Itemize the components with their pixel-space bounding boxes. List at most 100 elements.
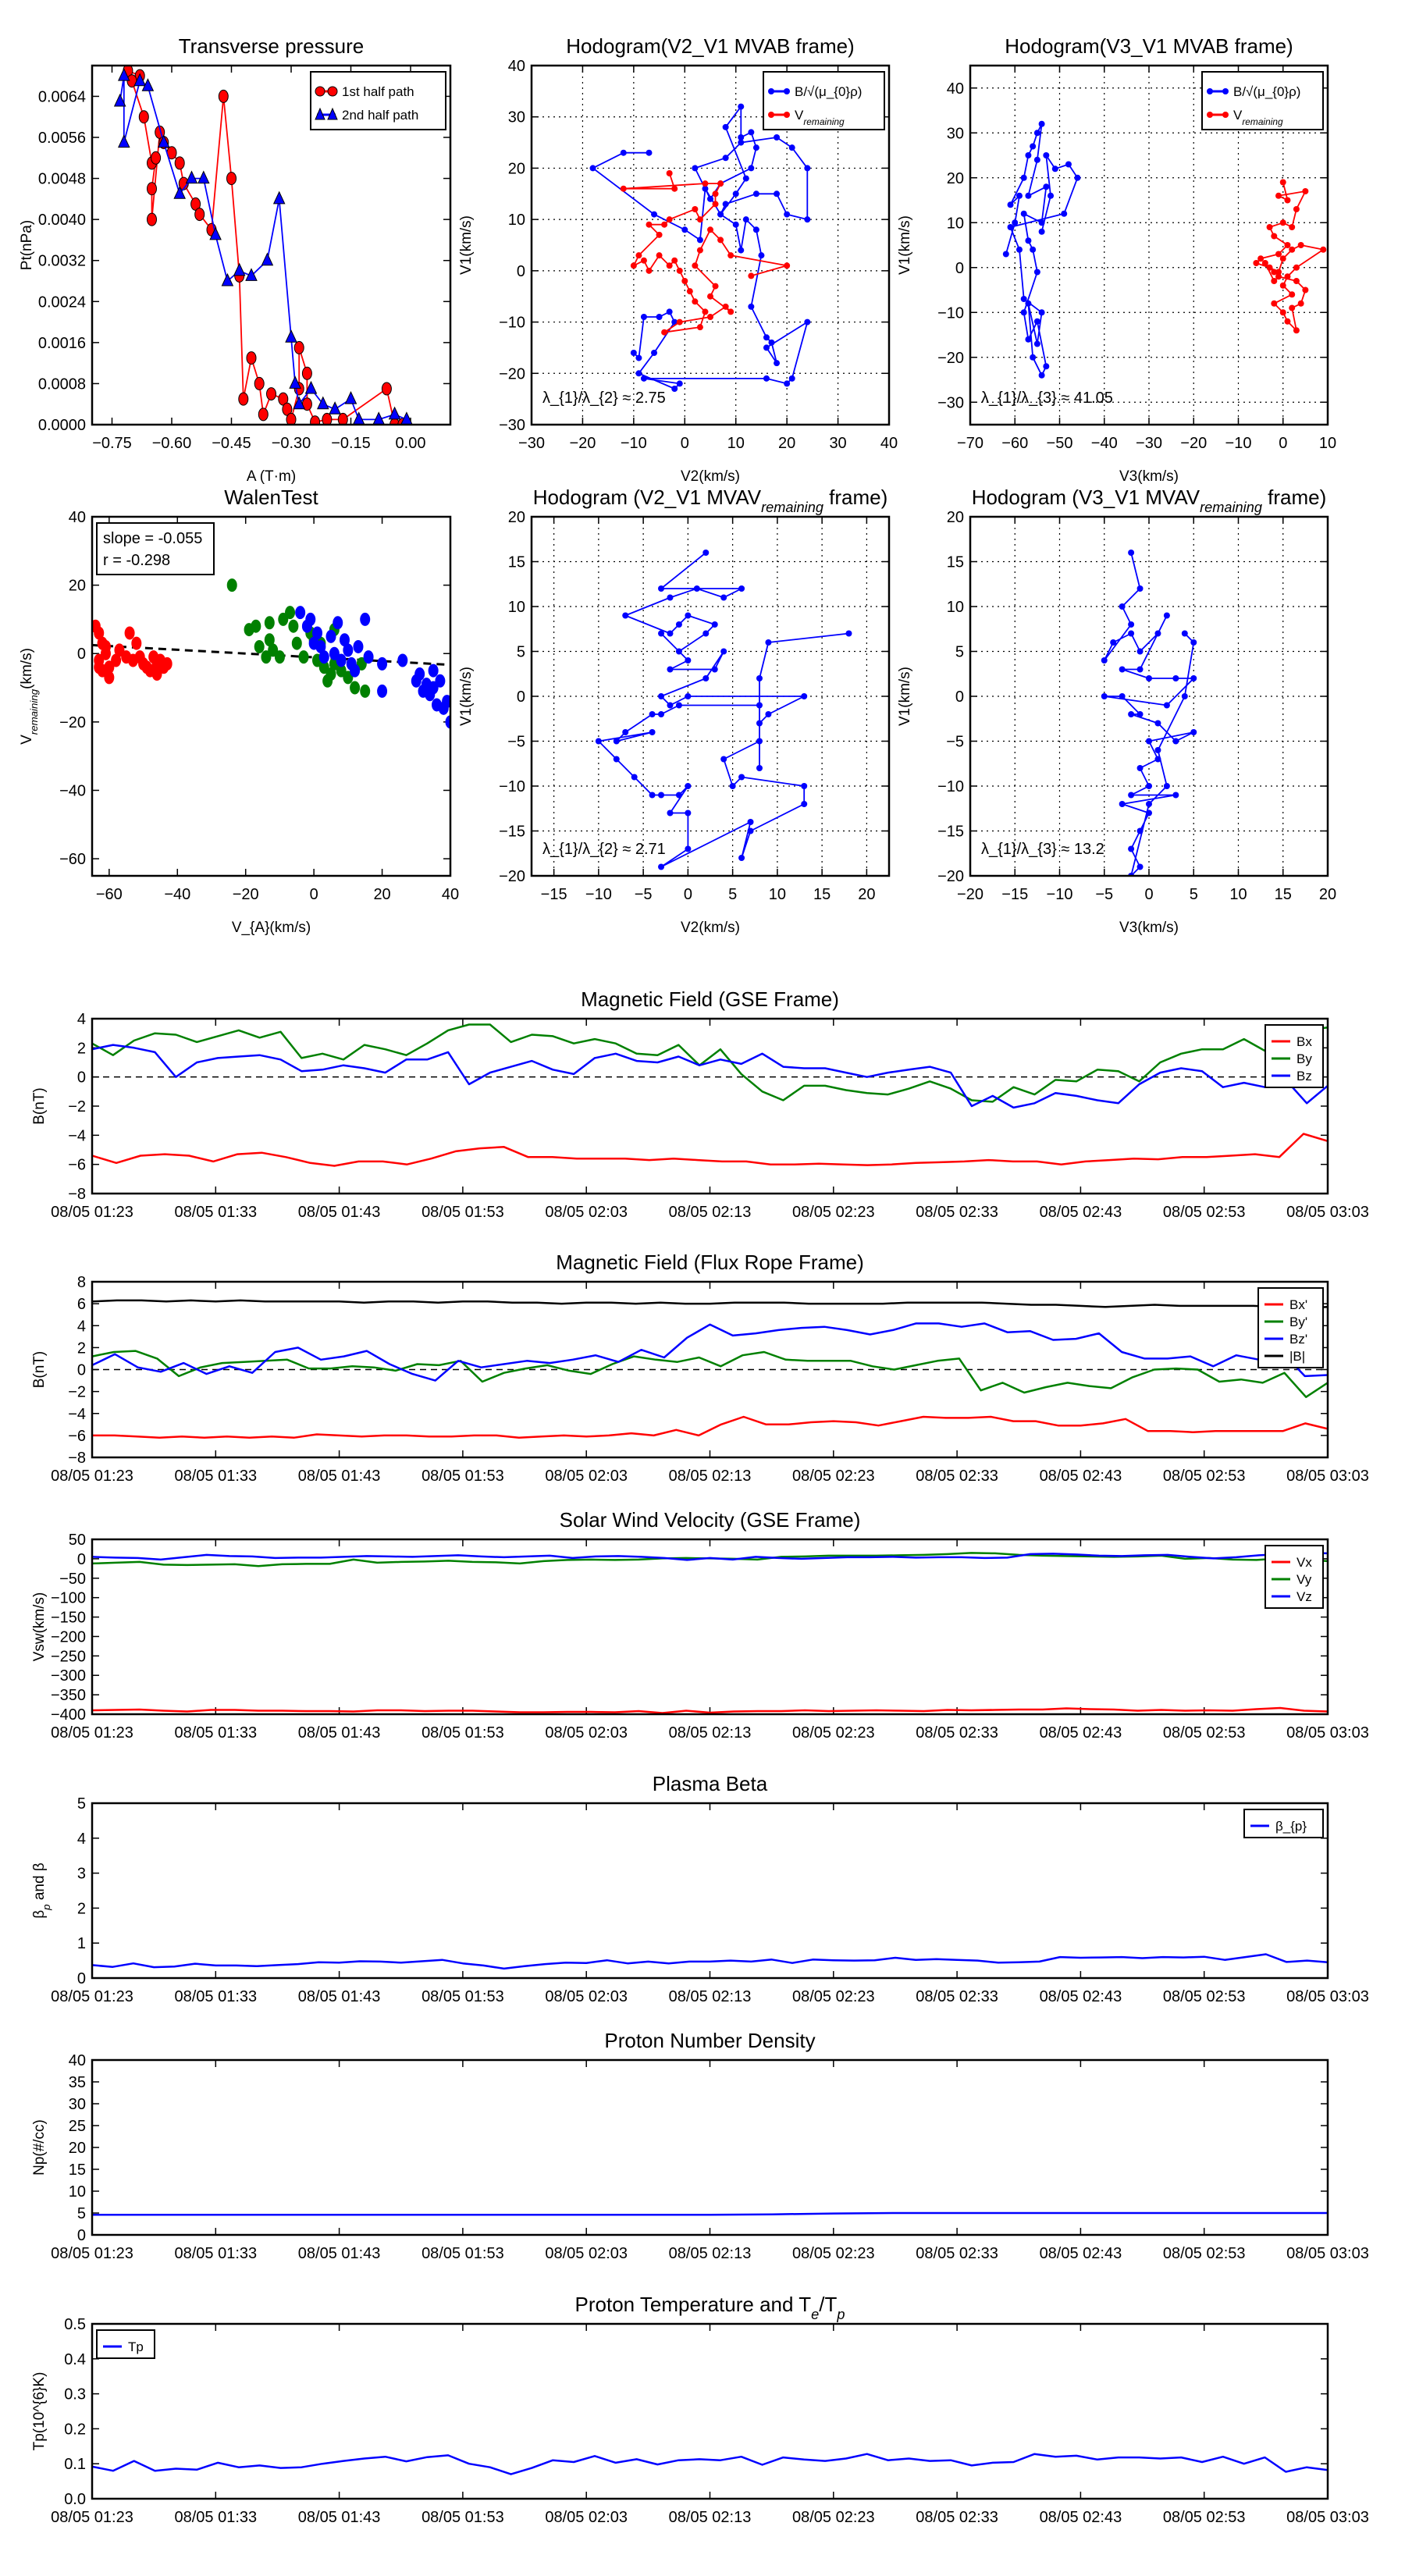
series-v-remaining-marker xyxy=(702,308,709,315)
series-v-remaining-marker xyxy=(666,262,673,269)
x-tick-label: −60 xyxy=(96,886,123,903)
series-v-remaining-marker xyxy=(702,180,709,187)
y-axis-label: Np(#/cc) xyxy=(31,2119,48,2176)
legend-label: Vy xyxy=(1297,1572,1312,1587)
legend-label: B/√(μ_{0}ρ) xyxy=(1233,84,1300,99)
y-tick-label: 0.0064 xyxy=(38,88,86,105)
series-v-remaining-marker xyxy=(656,252,663,259)
series-v-remaining-marker xyxy=(1271,278,1278,284)
y-tick-label: 0 xyxy=(77,1551,86,1568)
series-v-marker xyxy=(738,774,745,781)
y-tick-label: −20 xyxy=(59,714,86,731)
series-v-marker xyxy=(1190,639,1197,646)
series-v-marker xyxy=(1146,675,1152,681)
series-v-line xyxy=(598,552,849,868)
plot-area xyxy=(113,66,413,425)
legend: β_{p} xyxy=(1243,1809,1324,1838)
legend-marker xyxy=(768,88,774,94)
series-segment-3-marker xyxy=(363,650,374,664)
x-tick-label: −70 xyxy=(957,435,984,452)
series-v-remaining-marker xyxy=(1271,269,1278,276)
legend-label: 1st half path xyxy=(342,84,414,99)
series-v-remaining-marker xyxy=(661,329,668,336)
x-tick-label: 08/05 01:33 xyxy=(174,1724,257,1742)
y-tick-label: 2 xyxy=(77,1340,86,1357)
y-tick-label: −4 xyxy=(68,1127,86,1144)
series-v-remaining-marker xyxy=(1266,264,1273,271)
series-v-remaining-marker xyxy=(1293,206,1300,212)
x-tick-label: 08/05 02:23 xyxy=(792,2509,875,2526)
y-tick-label: 20 xyxy=(508,509,525,526)
y-tick-label: 4 xyxy=(77,1831,86,1848)
x-tick-label: −0.75 xyxy=(92,435,132,452)
series-b-sqrt-mu0-rho--marker xyxy=(742,216,749,223)
y-tick-label: 0.0040 xyxy=(38,212,86,229)
series-2nd-half-path-marker xyxy=(185,170,198,184)
series-v-marker xyxy=(658,711,665,717)
series-2nd-half-path-marker xyxy=(233,262,246,276)
series-2nd-half-path-marker xyxy=(388,406,401,420)
series-b-sqrt-mu0-rho--marker xyxy=(1051,165,1058,173)
series-b-sqrt-mu0-rho--marker xyxy=(1048,192,1055,199)
y-tick-label: −150 xyxy=(51,1610,86,1627)
series-v-marker xyxy=(1136,585,1144,592)
y-tick-label: 15 xyxy=(947,554,964,571)
series-1st-half-path-marker xyxy=(310,415,321,425)
series-v-remaining-marker xyxy=(1297,242,1304,248)
x-tick-label: 08/05 02:23 xyxy=(792,1988,875,2005)
y-tick-label: 5 xyxy=(77,2205,86,2222)
legend-label: 2nd half path xyxy=(342,108,418,123)
series-segment-2-marker xyxy=(261,650,272,664)
series--b--line xyxy=(92,1299,1328,1310)
h2-panel: −70 −60 −50 −40 −30 −20 −10 0 10 −30 −20 −10 0 10 20 30… xyxy=(897,34,1336,485)
series-segment-3-marker xyxy=(442,695,450,709)
series-b-sqrt-mu0-rho--marker xyxy=(1030,354,1037,361)
series-2nd-half-path-marker xyxy=(209,226,222,240)
axes-frame xyxy=(91,64,452,426)
series-v-marker xyxy=(667,809,674,817)
series-v-marker xyxy=(1181,630,1188,637)
series-v-marker xyxy=(756,738,763,745)
series-1st-half-path-marker xyxy=(301,366,312,380)
y-axis-label: V1(km/s) xyxy=(458,215,475,275)
series-b-sqrt-mu0-rho--marker xyxy=(804,216,811,223)
x-tick-label: 10 xyxy=(1229,886,1247,903)
series-2nd-half-path-marker xyxy=(289,375,301,389)
y-axis-label: V1(km/s) xyxy=(897,667,913,726)
legend-marker xyxy=(768,112,774,118)
series-v-marker xyxy=(720,594,727,601)
x-tick-label: −0.15 xyxy=(331,435,371,452)
x-tick-label: 08/05 03:03 xyxy=(1286,1204,1369,1221)
series-v-marker xyxy=(613,756,620,763)
series-v-remaining-marker xyxy=(1271,233,1278,240)
series-2nd-half-path-marker xyxy=(317,396,329,410)
tp-panel: −0.75 −0.60 −0.45 −0.30 −0.15 0.00 0.0000 0.000… xyxy=(19,34,452,485)
legend-item: 1st half path xyxy=(315,84,414,99)
series-v-remaining-marker xyxy=(727,252,735,259)
x-tick-label: 08/05 02:43 xyxy=(1040,1204,1122,1221)
series-v-marker xyxy=(685,809,692,817)
series-bx-line xyxy=(92,1133,1328,1167)
series-v-marker xyxy=(675,621,682,628)
series-segment-3-marker xyxy=(445,715,450,729)
legend-marker xyxy=(327,107,338,120)
x-tick-label: 20 xyxy=(1319,886,1336,903)
chart-title: Magnetic Field (Flux Rope Frame) xyxy=(556,1251,863,1274)
stats-box xyxy=(96,522,215,575)
series-v-marker xyxy=(1110,639,1117,646)
series-v-marker xyxy=(1146,801,1152,807)
series-b-sqrt-mu0-rho--marker xyxy=(784,211,791,218)
x-tick-label: 08/05 02:03 xyxy=(545,2509,628,2526)
legend: Bx By Bz xyxy=(1264,1024,1324,1088)
series-v-remaining-marker xyxy=(1289,246,1296,253)
annotation: λ_{1}/λ_{3} ≈ 13.2 xyxy=(981,841,1104,858)
y-tick-label: −10 xyxy=(499,778,525,795)
series-1st-half-path-marker xyxy=(194,208,205,222)
series-2nd-half-path-marker xyxy=(352,411,365,425)
series-v-remaining-marker xyxy=(1293,327,1300,334)
x-tick-label: 08/05 02:43 xyxy=(1040,2245,1122,2262)
series-segment-2-marker xyxy=(274,650,285,664)
series-2nd-half-path-marker xyxy=(329,401,341,415)
y-tick-label: −400 xyxy=(51,1706,86,1724)
series-b-sqrt-mu0-rho--marker xyxy=(676,380,683,387)
